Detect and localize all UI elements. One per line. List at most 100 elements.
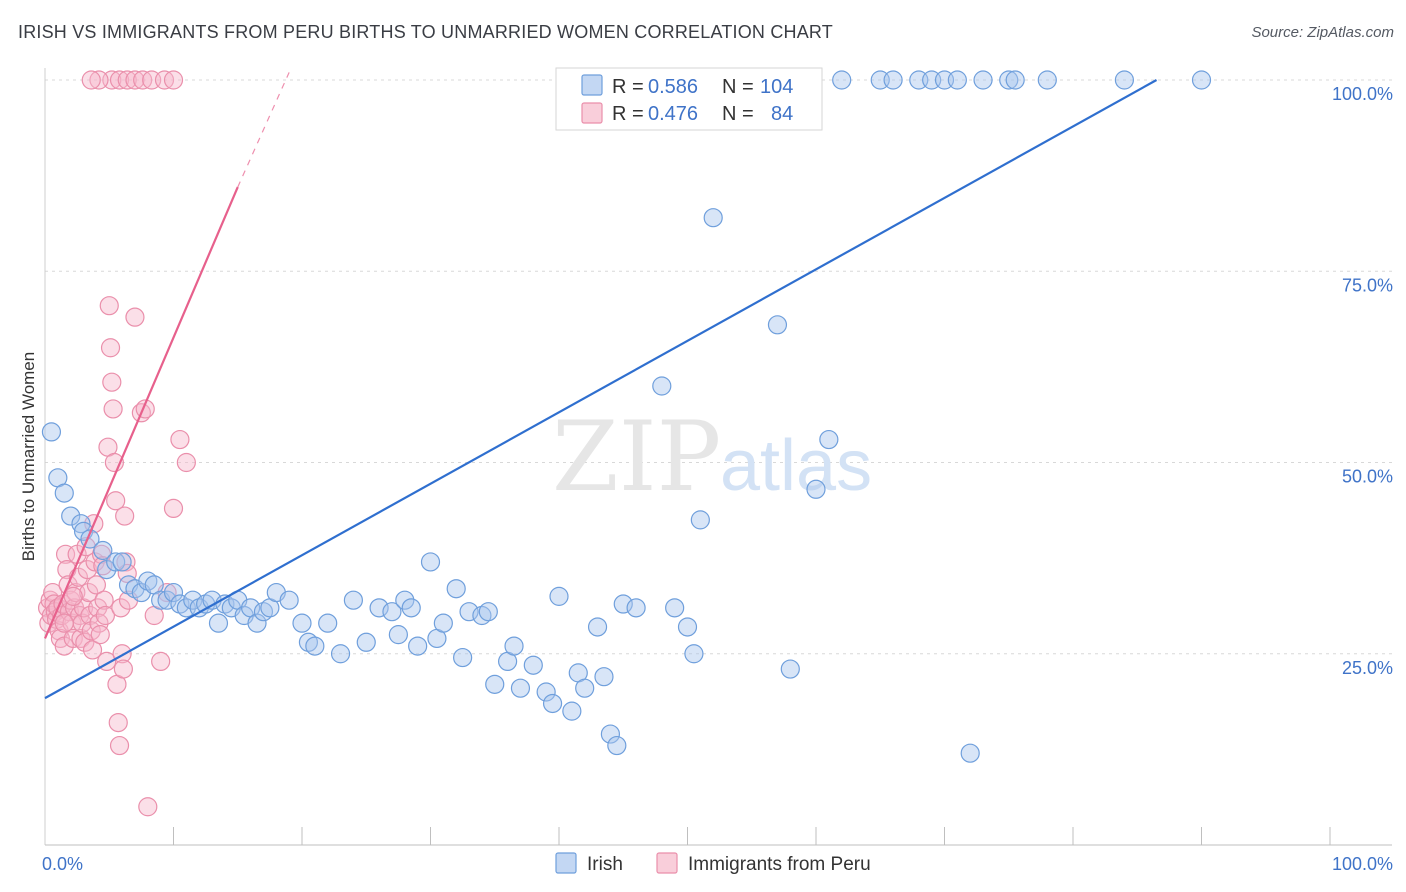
y-tick-label: 75.0% (1342, 275, 1393, 295)
irish-point (947, 70, 967, 90)
peru-series-points (37, 70, 196, 817)
irish-point (510, 678, 531, 698)
irish-point (408, 636, 428, 656)
peru-point (100, 338, 121, 358)
irish-point (780, 659, 800, 679)
peru-point (138, 797, 158, 817)
irish-point (54, 483, 74, 503)
irish-point (478, 602, 498, 622)
irish-point (1114, 70, 1135, 90)
irish-point (106, 552, 126, 572)
trendlines (43, 72, 1158, 700)
peru-point (163, 70, 184, 90)
peru-trendline (43, 186, 239, 639)
irish-point (832, 70, 852, 90)
bottom-legend: Irish Immigrants from Peru (555, 852, 871, 875)
peru-point (95, 605, 115, 626)
peru-point (99, 296, 119, 316)
irish-point (504, 636, 524, 656)
peru-point (94, 590, 114, 610)
irish-n-label: N = (722, 76, 754, 98)
peru-point (63, 628, 83, 649)
irish-point (587, 617, 608, 637)
peru-point (115, 506, 135, 526)
tick-labels: 25.0% 50.0% 75.0% 100.0% 0.0% 100.0% (42, 84, 1393, 874)
peru-point (93, 556, 113, 576)
irish-point (343, 590, 363, 610)
peru-point (102, 372, 122, 392)
peru-point (163, 498, 184, 518)
x-tick-label: 0.0% (42, 854, 83, 874)
irish-point (652, 376, 672, 396)
irish-point (1005, 70, 1025, 90)
peru-point (125, 70, 145, 90)
peru-point (77, 559, 98, 580)
irish-point (41, 422, 62, 442)
legend-peru-swatch (656, 852, 678, 874)
irish-point (562, 701, 582, 721)
irish-point (292, 613, 312, 633)
irish-point (806, 479, 826, 499)
irish-trendline (44, 79, 1158, 700)
irish-point (999, 70, 1019, 90)
y-tick-label: 100.0% (1332, 84, 1393, 104)
irish-point (767, 315, 788, 335)
irish-point (542, 693, 563, 714)
watermark: ZIP atlas (552, 401, 872, 513)
chart-title: IRISH VS IMMIGRANTS FROM PERU BIRTHS TO … (18, 22, 833, 42)
irish-point (183, 590, 203, 610)
irish-point (665, 598, 685, 618)
peru-point (170, 429, 190, 450)
irish-point (684, 644, 704, 664)
y-axis-label: Births to Unmarried Women (19, 352, 38, 561)
irish-point (1037, 70, 1057, 90)
watermark-zip: ZIP (552, 401, 721, 513)
irish-point (960, 743, 980, 763)
peru-point (54, 613, 74, 633)
y-tick-label: 50.0% (1342, 467, 1393, 487)
y-tick-label: 25.0% (1342, 658, 1393, 678)
irish-point (318, 613, 338, 633)
peru-r-value: 0.476 (648, 103, 698, 125)
legend-peru-label: Immigrants from Peru (688, 854, 871, 875)
peru-point (75, 632, 95, 652)
legend-irish-swatch (555, 852, 577, 874)
peru-point (71, 628, 91, 649)
irish-point (819, 429, 839, 450)
irish-point (607, 735, 627, 756)
irish-point (549, 586, 569, 606)
peru-n-value: 84 (771, 103, 793, 125)
peru-stat-swatch (581, 102, 603, 124)
irish-n-value: 104 (760, 76, 793, 98)
peru-n-label: N = (722, 103, 754, 125)
irish-point (594, 667, 614, 687)
irish-point (677, 617, 698, 637)
peru-r-label: R = (612, 103, 644, 125)
peru-point (176, 452, 196, 473)
stats-legend-box: R = 0.586 N = 104 R = 0.476 N = 84 (555, 67, 823, 131)
peru-point (55, 544, 76, 564)
irish-point (523, 655, 543, 675)
peru-point (125, 307, 145, 327)
peru-point (81, 70, 101, 90)
irish-point (613, 594, 633, 614)
peru-point (62, 613, 82, 633)
peru-point (103, 399, 123, 419)
x-tick-label: 100.0% (1332, 854, 1393, 874)
gridlines (45, 79, 1392, 655)
irish-point (163, 582, 184, 603)
peru-point (108, 712, 128, 733)
peru-point (90, 625, 110, 645)
irish-point (459, 602, 479, 622)
peru-point (151, 651, 171, 672)
irish-point (395, 590, 415, 610)
irish-point (247, 613, 267, 633)
irish-point (93, 540, 113, 561)
irish-point (61, 506, 81, 526)
peru-point (40, 590, 60, 610)
irish-series-points (41, 70, 1212, 763)
peru-point (82, 640, 103, 660)
peru-trendline-extension (237, 72, 290, 188)
irish-point (690, 510, 710, 530)
irish-point (883, 70, 903, 90)
